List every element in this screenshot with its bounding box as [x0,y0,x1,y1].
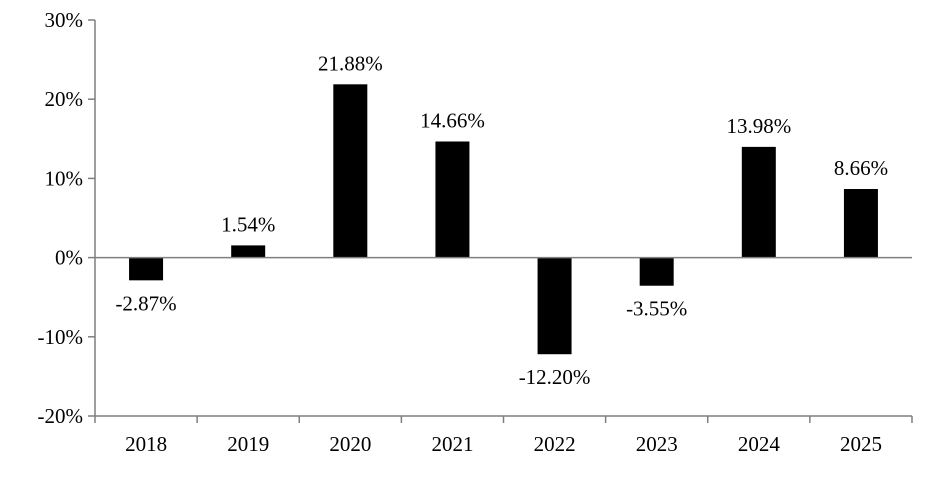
data-label-2019: 1.54% [221,212,275,236]
data-label-2022: -12.20% [519,365,591,389]
bar-2025 [843,189,878,258]
data-labels: -2.87% 1.54% 21.88% 14.66% -12.20% -3.55% 13.9… [115,51,888,389]
x-tick-label: 2020 [329,432,371,456]
y-tick-label: 10% [45,166,84,190]
data-label-2018: -2.87% [115,291,176,315]
y-tick-label: 20% [45,87,84,111]
y-tick-label: 30% [45,8,84,32]
x-tick-label: 2023 [636,432,678,456]
x-tick-label: 2021 [431,432,473,456]
bar-2023 [639,257,674,286]
y-tick-label: -20% [38,404,84,428]
y-tick-label: 0% [55,246,83,270]
y-axis: -20% -10% 0% 10% 20% 30% [38,8,96,428]
bar-2021 [435,141,470,258]
bars [129,84,878,355]
bar-2018 [129,257,164,281]
bar-2019 [231,245,266,258]
data-label-2024: 13.98% [726,114,791,138]
data-label-2023: -3.55% [626,297,687,321]
bar-2024 [741,146,776,258]
x-tick-label: 2025 [840,432,882,456]
data-label-2021: 14.66% [420,108,485,132]
data-label-2020: 21.88% [318,51,383,75]
bar-2022 [537,257,572,355]
x-tick-label: 2018 [125,432,167,456]
x-tick-label: 2022 [534,432,576,456]
y-tick-label: -10% [38,325,84,349]
x-tick-label: 2024 [738,432,781,456]
x-tick-label: 2019 [227,432,269,456]
bar-2020 [333,84,368,258]
data-label-2025: 8.66% [834,156,888,180]
x-axis: 2018 2019 2020 2021 2022 2023 2024 2025 [94,256,913,456]
